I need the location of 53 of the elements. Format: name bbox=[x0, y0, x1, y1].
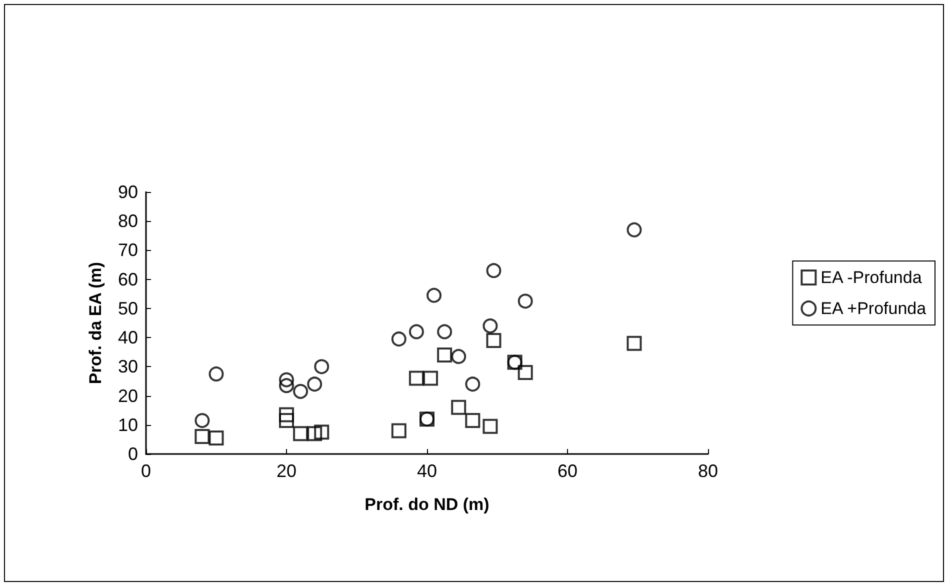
x-tick-label: 40 bbox=[416, 461, 438, 481]
point bbox=[451, 400, 466, 415]
point bbox=[279, 378, 294, 394]
point bbox=[626, 336, 642, 351]
point bbox=[279, 372, 294, 388]
point bbox=[408, 370, 424, 386]
point bbox=[518, 364, 533, 380]
y-tick-label: 0 bbox=[128, 444, 138, 464]
point bbox=[423, 370, 438, 386]
point bbox=[391, 332, 406, 347]
point bbox=[451, 348, 466, 364]
point bbox=[482, 318, 498, 334]
point bbox=[314, 359, 330, 374]
point bbox=[194, 429, 210, 444]
point bbox=[465, 413, 480, 428]
x-tick-label: 80 bbox=[698, 461, 718, 481]
point bbox=[307, 426, 322, 442]
point bbox=[307, 376, 322, 392]
y-tick-label: 50 bbox=[118, 298, 138, 318]
point bbox=[293, 384, 308, 399]
point bbox=[391, 423, 406, 438]
y-tick-label: 80 bbox=[118, 211, 138, 232]
x-tick-label: 20 bbox=[276, 461, 297, 481]
point bbox=[626, 222, 642, 238]
point bbox=[482, 418, 498, 434]
point bbox=[426, 288, 442, 303]
point bbox=[437, 324, 452, 340]
x-tick-label: 60 bbox=[557, 461, 578, 481]
x-axis-title: Prof. do ND (m) bbox=[364, 495, 490, 514]
y-tick-label: 70 bbox=[118, 240, 138, 260]
point bbox=[314, 424, 330, 440]
point bbox=[279, 407, 294, 422]
point bbox=[208, 366, 224, 382]
y-tick-label: 10 bbox=[118, 414, 138, 435]
x-tick-label: 0 bbox=[140, 461, 152, 481]
y-axis-title: Prof. da EA (m) bbox=[86, 262, 105, 384]
point bbox=[486, 263, 502, 278]
y-tick-label: 20 bbox=[118, 386, 138, 406]
point bbox=[279, 413, 294, 428]
point bbox=[194, 413, 210, 428]
legend-label: EA -Profunda bbox=[820, 268, 922, 287]
point bbox=[437, 348, 452, 363]
y-tick-label: 40 bbox=[118, 328, 138, 348]
point bbox=[293, 426, 308, 442]
y-tick-label: 90 bbox=[118, 182, 138, 202]
point bbox=[408, 324, 424, 340]
y-tick-label: 60 bbox=[118, 269, 138, 290]
point bbox=[208, 430, 224, 446]
y-tick-label: 30 bbox=[118, 356, 138, 377]
point bbox=[465, 376, 480, 392]
point bbox=[518, 294, 533, 309]
point bbox=[486, 332, 502, 348]
legend-label: EA +Profunda bbox=[820, 299, 927, 318]
